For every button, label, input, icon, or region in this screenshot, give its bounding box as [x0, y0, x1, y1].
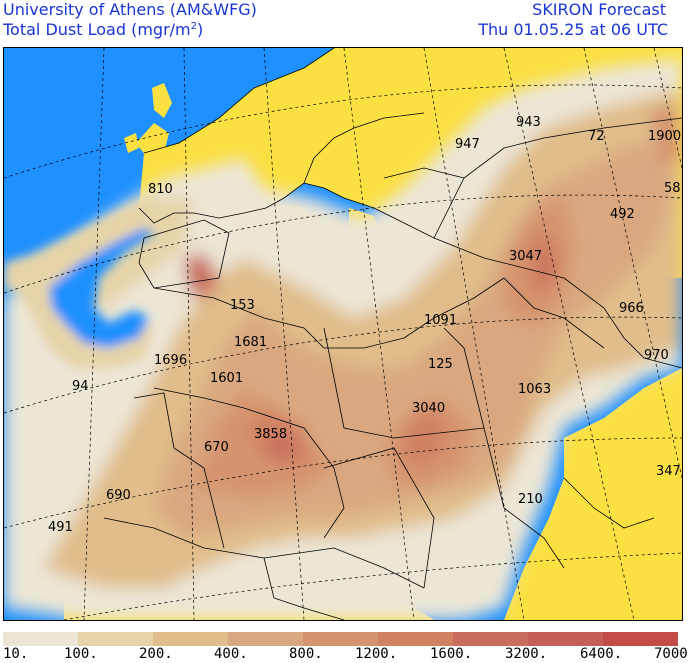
colorbar-tick: 200.: [139, 646, 173, 662]
colorbar-bin-8: [528, 632, 603, 646]
colorbar-tick: 1600.: [430, 646, 473, 662]
colorbar-tick: 7000: [654, 646, 688, 662]
colorbar-tick: 3200.: [505, 646, 548, 662]
value-label: 153: [230, 298, 255, 313]
variable-label: Total Dust Load (mgr/m: [3, 20, 191, 39]
colorbar-bin-9: [603, 632, 678, 646]
colorbar-bin-5: [303, 632, 378, 646]
graticule: [4, 48, 682, 620]
colorbar-bin-6: [378, 632, 453, 646]
colorbar: [3, 632, 678, 646]
atlantic-dust-plume: [4, 198, 159, 368]
value-label: 125: [428, 357, 453, 372]
value-label: 1900: [648, 129, 681, 144]
value-label: 3040: [412, 401, 445, 416]
colorbar-ticks: 10. 100. 200. 400. 800. 1200. 1600. 3200…: [0, 646, 698, 663]
value-label: 670: [204, 440, 229, 455]
unit-exponent: 2: [190, 21, 197, 32]
colorbar-bin-1: [3, 632, 78, 646]
value-label: 1696: [154, 353, 187, 368]
value-label: 970: [644, 348, 669, 363]
value-label: 943: [516, 115, 541, 130]
value-label: 966: [619, 301, 644, 316]
colorbar-tick: 400.: [214, 646, 248, 662]
colorbar-bin-7: [453, 632, 528, 646]
dust-values: 810 947 943 72 1900 58 492 3047 153 1091…: [48, 115, 681, 535]
value-label: 210: [518, 492, 543, 507]
value-label: 58: [664, 181, 681, 196]
value-label: 347: [656, 464, 681, 479]
institution-title: University of Athens (AM&WFG): [3, 0, 257, 19]
value-label: 72: [588, 129, 605, 144]
colorbar-tick: 10.: [3, 646, 29, 662]
valid-time: Thu 01.05.25 at 06 UTC: [478, 20, 668, 39]
colorbar-tick: 6400.: [580, 646, 623, 662]
colorbar-tick: 800.: [289, 646, 323, 662]
value-label: 1681: [234, 335, 267, 350]
value-label: 690: [106, 488, 131, 503]
value-label: 947: [455, 137, 480, 152]
colorbar-bin-4: [228, 632, 303, 646]
dust-field: [4, 58, 682, 620]
colorbar-tick: 1200.: [355, 646, 398, 662]
dust-map: 810 947 943 72 1900 58 492 3047 153 1091…: [3, 47, 683, 621]
colorbar-bin-2: [78, 632, 153, 646]
variable-close: ): [197, 20, 204, 39]
value-label: 492: [610, 207, 635, 222]
value-label: 94: [72, 379, 89, 394]
value-label: 3047: [509, 249, 542, 264]
value-label: 1601: [210, 371, 243, 386]
value-label: 810: [148, 182, 173, 197]
value-label: 3858: [254, 427, 287, 442]
variable-title: Total Dust Load (mgr/m2): [3, 20, 203, 40]
country-boundaries: [103, 48, 682, 620]
value-label: 1091: [424, 313, 457, 328]
colorbar-tick: 100.: [64, 646, 98, 662]
value-label: 1063: [518, 382, 551, 397]
colorbar-bin-3: [153, 632, 228, 646]
model-title: SKIRON Forecast: [532, 0, 666, 19]
value-label: 491: [48, 520, 73, 535]
